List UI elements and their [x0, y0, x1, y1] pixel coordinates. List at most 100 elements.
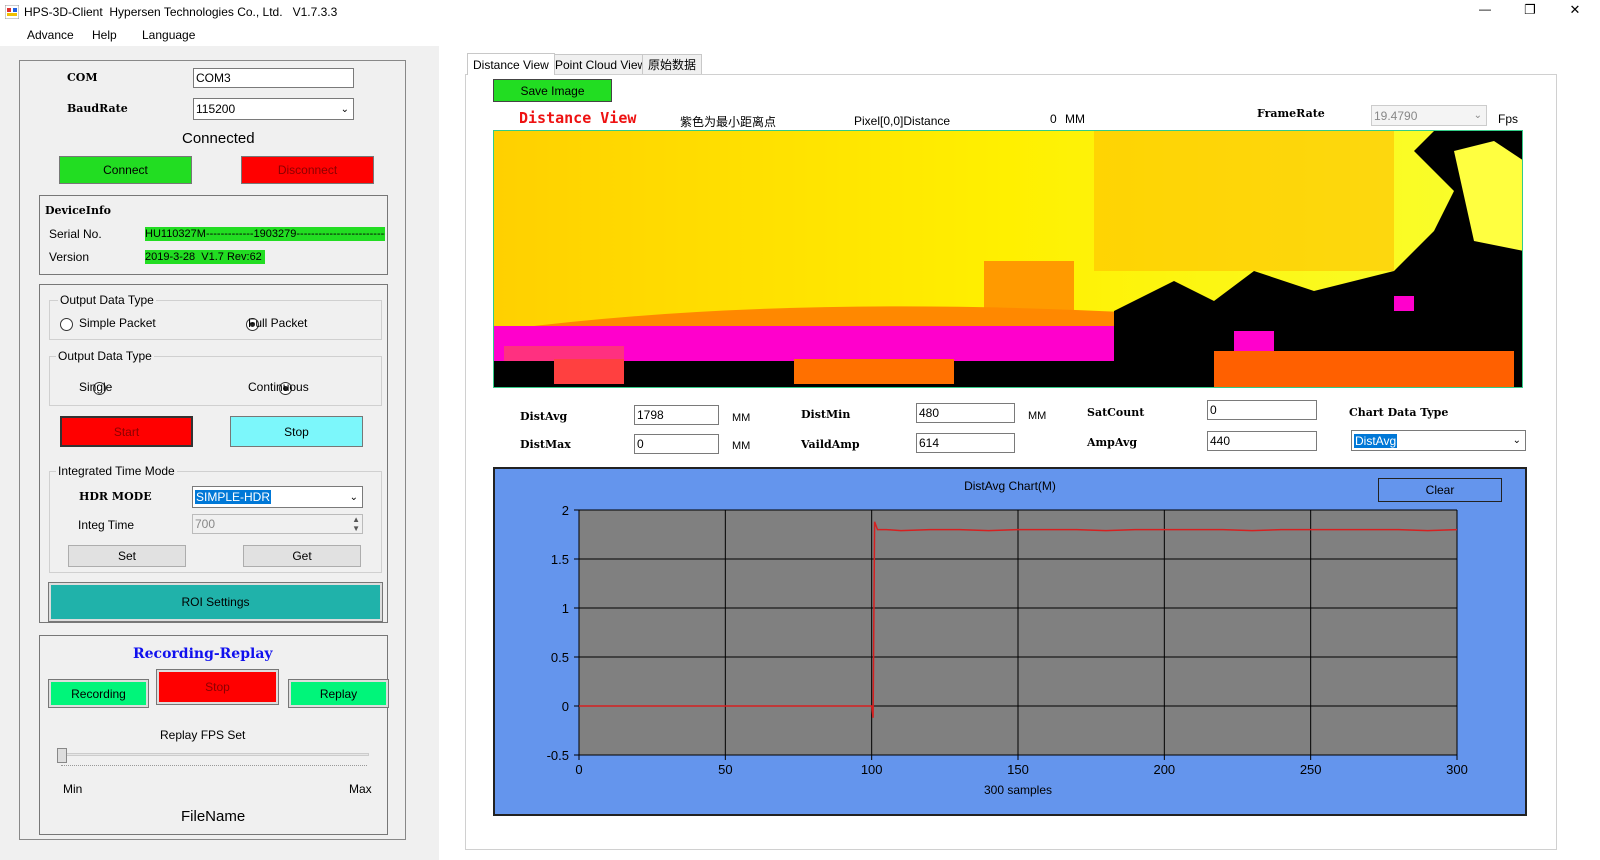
simple-packet-label[interactable]: Simple Packet: [79, 316, 156, 330]
simple-packet-radio[interactable]: [60, 318, 73, 332]
series-line: [579, 521, 1458, 718]
integ-time-label: Integ Time: [78, 518, 135, 532]
distmin-input[interactable]: 480: [916, 403, 1015, 423]
title-bar: HPS-3D-Client Hypersen Technologies Co.,…: [0, 0, 1600, 24]
connect-button[interactable]: Connect: [59, 156, 192, 184]
vaildamp-label: VaildAmp: [801, 438, 860, 451]
spin-updown-icon[interactable]: ▲ ▼: [352, 515, 360, 533]
disconnect-button[interactable]: Disconnect: [241, 156, 374, 184]
x-axis-label: 300 samples: [984, 783, 1052, 797]
close-button[interactable]: ✕: [1569, 2, 1581, 17]
stop-button[interactable]: Stop: [230, 416, 363, 447]
framerate-value: 19.4790: [1374, 108, 1418, 123]
chevron-down-icon: ⌄: [349, 491, 358, 503]
com-input[interactable]: COM3: [193, 68, 354, 88]
full-packet-radio[interactable]: [246, 318, 260, 332]
slider-thumb[interactable]: [57, 748, 67, 763]
minimize-button[interactable]: —: [1479, 2, 1491, 16]
recording-button[interactable]: Recording: [48, 679, 149, 708]
pixel-distance-label: Pixel[0,0]Distance: [854, 114, 951, 128]
recording-stop-button[interactable]: Stop: [156, 669, 279, 705]
y-tick-label: 2: [562, 503, 569, 518]
version-label: Version: [49, 250, 90, 264]
continuous-label[interactable]: Continuous: [248, 380, 309, 394]
hdr-mode-select[interactable]: SIMPLE-HDR ⌄: [192, 486, 363, 508]
chart-data-type-label: Chart Data Type: [1349, 406, 1449, 419]
x-tick-label: 150: [1007, 762, 1029, 777]
menu-advance[interactable]: Advance: [27, 28, 74, 42]
chevron-down-icon: ⌄: [1473, 110, 1482, 121]
replay-fps-slider[interactable]: [57, 748, 369, 770]
chart-panel: DistAvg Chart(M) Clear 0 50 100 150 200 250 30…: [493, 467, 1527, 816]
app-icon: [4, 4, 20, 20]
settings-box: [39, 284, 388, 623]
save-image-button[interactable]: Save Image: [493, 79, 612, 102]
menu-help[interactable]: Help: [92, 28, 117, 42]
single-label[interactable]: Single: [79, 380, 113, 394]
fps-label: Fps: [1498, 112, 1519, 126]
recording-title: Recording-Replay: [133, 646, 273, 662]
distavg-input[interactable]: 1798: [634, 405, 719, 425]
device-info-box: [39, 195, 388, 275]
serial-label: Serial No.: [49, 227, 102, 241]
x-tick-label: 300: [1446, 762, 1468, 777]
x-tick-label: 200: [1153, 762, 1175, 777]
menu-language[interactable]: Language: [142, 28, 196, 42]
start-button[interactable]: Start: [60, 416, 193, 447]
tab-distance-view[interactable]: Distance View: [467, 53, 555, 75]
satcount-input[interactable]: 0: [1207, 400, 1317, 420]
distavg-label: DistAvg: [520, 410, 568, 423]
output-mode-group: Output Data Type: [49, 349, 382, 406]
filename-label: FileName: [181, 808, 246, 825]
roi-settings-button[interactable]: ROI Settings: [48, 582, 383, 622]
purple-note: 紫色为最小距离点: [680, 115, 777, 129]
integ-time-value: 700: [195, 517, 216, 531]
device-info-title: DeviceInfo: [45, 204, 112, 217]
distavg-unit: MM: [732, 412, 751, 424]
x-tick-label: 0: [575, 762, 582, 777]
connection-status: Connected: [182, 130, 255, 147]
output-type-title: Output Data Type: [58, 293, 156, 307]
pixel-distance-value: 0: [1050, 112, 1057, 126]
distmin-label: DistMin: [801, 408, 851, 421]
set-button[interactable]: Set: [68, 545, 186, 567]
x-tick-label: 50: [718, 762, 732, 777]
chevron-down-icon: ⌄: [340, 103, 349, 115]
y-tick-label: -0.5: [547, 748, 569, 763]
chart-data-type-select[interactable]: DistAvg ⌄: [1351, 430, 1526, 451]
tab-raw-data[interactable]: 原始数据: [642, 54, 703, 74]
framerate-label: FrameRate: [1257, 107, 1325, 120]
satcount-label: SatCount: [1087, 406, 1145, 419]
ampavg-label: AmpAvg: [1087, 436, 1138, 449]
output-type-group: Output Data Type: [49, 293, 382, 340]
distmax-label: DistMax: [520, 438, 571, 451]
full-packet-label[interactable]: Full Packet: [248, 316, 308, 330]
output-mode-title: Output Data Type: [56, 349, 154, 363]
maximize-button[interactable]: ❐: [1524, 2, 1536, 17]
hdr-mode-label: HDR MODE: [79, 490, 152, 503]
y-tick-label: 1.5: [551, 552, 569, 567]
continuous-radio[interactable]: [279, 382, 293, 396]
distmax-input[interactable]: 0: [634, 434, 719, 454]
chart-clear-button[interactable]: Clear: [1378, 478, 1502, 502]
single-radio[interactable]: [92, 382, 106, 396]
vaildamp-input[interactable]: 614: [916, 433, 1015, 453]
x-tick-label: 100: [861, 762, 883, 777]
distmax-unit: MM: [732, 440, 751, 452]
x-tick-label: 250: [1300, 762, 1322, 777]
com-label: COM: [67, 71, 98, 84]
ampavg-input[interactable]: 440: [1207, 431, 1317, 451]
slider-max-label: Max: [349, 782, 372, 796]
menu-bar: Advance Help Language: [0, 24, 1600, 46]
hdr-mode-value: SIMPLE-HDR: [195, 490, 272, 504]
baudrate-select[interactable]: 115200 ⌄: [193, 98, 354, 120]
y-tick-label: 0.5: [551, 650, 569, 665]
replay-button[interactable]: Replay: [288, 679, 389, 708]
distance-view-title: Distance View: [519, 109, 637, 127]
replay-fps-label: Replay FPS Set: [160, 728, 246, 742]
y-tick-label: 1: [562, 601, 569, 616]
integ-time-title: Integrated Time Mode: [56, 464, 177, 478]
get-button[interactable]: Get: [243, 545, 361, 567]
integ-time-spinner[interactable]: 700 ▲ ▼: [192, 514, 363, 534]
tab-point-cloud-view[interactable]: Point Cloud View: [549, 54, 653, 74]
